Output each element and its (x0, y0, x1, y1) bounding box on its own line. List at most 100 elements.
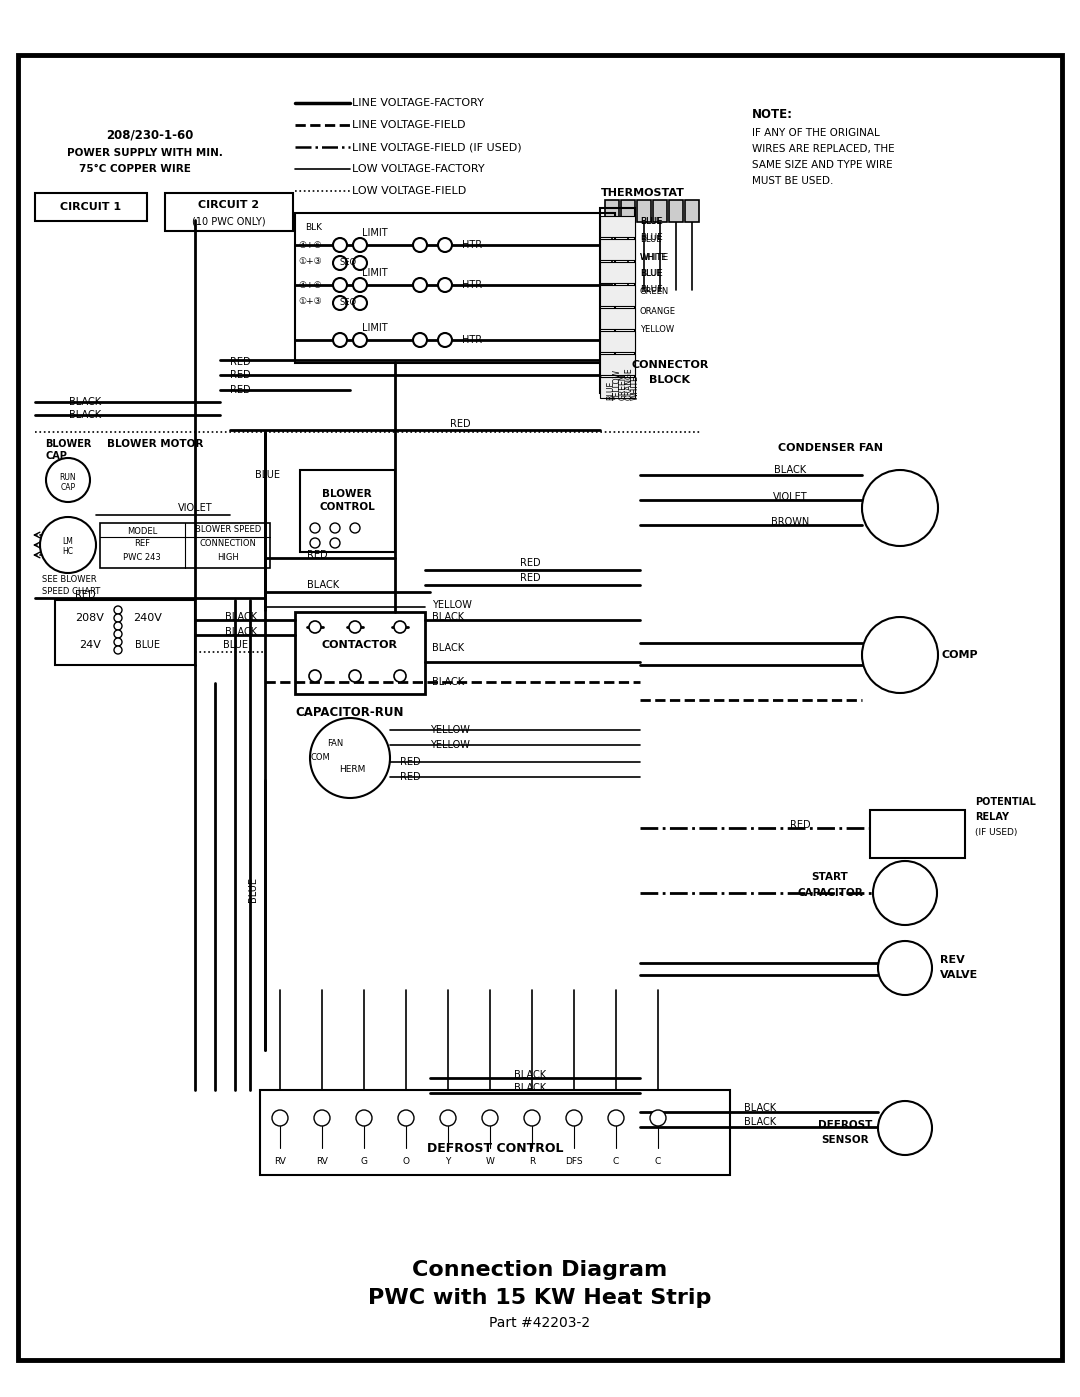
Text: CIRCUIT 1: CIRCUIT 1 (60, 203, 122, 212)
Text: FAN: FAN (327, 739, 343, 747)
Circle shape (413, 332, 427, 346)
Circle shape (114, 615, 122, 622)
Text: C: C (612, 1158, 619, 1166)
Circle shape (349, 622, 361, 633)
Bar (600, 208, 635, 393)
Text: WHITE: WHITE (640, 253, 667, 261)
Text: ORANGE: ORANGE (624, 367, 634, 400)
Circle shape (524, 1111, 540, 1126)
Circle shape (356, 1111, 372, 1126)
Text: LIMIT: LIMIT (362, 228, 388, 237)
Circle shape (438, 332, 453, 346)
Text: NOTE:: NOTE: (752, 109, 793, 122)
Text: BLUE: BLUE (640, 268, 663, 278)
Bar (300, 469, 395, 552)
Text: BLOWER: BLOWER (322, 489, 372, 499)
Text: CONTROL: CONTROL (319, 502, 375, 511)
Circle shape (482, 1111, 498, 1126)
Text: LINE VOLTAGE-FIELD (IF USED): LINE VOLTAGE-FIELD (IF USED) (352, 142, 522, 152)
Text: BLUE: BLUE (640, 233, 663, 243)
Text: BLOWER: BLOWER (45, 439, 92, 448)
Bar (605, 200, 619, 222)
Text: BLACK: BLACK (432, 612, 464, 622)
Text: CAPACITOR: CAPACITOR (797, 888, 863, 898)
Text: C: C (654, 1158, 661, 1166)
Text: RED: RED (519, 573, 540, 583)
Text: YELLOW: YELLOW (640, 326, 674, 334)
Text: BLACK: BLACK (744, 1104, 777, 1113)
Text: BLUE: BLUE (256, 469, 281, 481)
Text: 208/230-1-60: 208/230-1-60 (106, 129, 193, 141)
Bar (600, 353, 635, 374)
Text: 75°C COPPER WIRE: 75°C COPPER WIRE (79, 163, 191, 175)
Circle shape (566, 1111, 582, 1126)
Circle shape (114, 630, 122, 638)
Text: COM: COM (310, 753, 329, 763)
Text: ④+⑥: ④+⑥ (298, 240, 322, 250)
Bar (295, 212, 615, 363)
Bar (600, 307, 635, 330)
Text: CONNECTOR: CONNECTOR (632, 360, 708, 370)
Text: RV: RV (274, 1158, 286, 1166)
Circle shape (46, 458, 90, 502)
Text: BLUE: BLUE (248, 877, 258, 902)
Bar (600, 331, 635, 352)
Text: SPEED CHART: SPEED CHART (42, 587, 100, 595)
Text: CONNECTION: CONNECTION (200, 538, 256, 548)
Text: CONTACTOR: CONTACTOR (322, 640, 399, 650)
Bar (100, 522, 270, 569)
Text: ORANGE: ORANGE (640, 306, 676, 316)
Text: PWC with 15 KW Heat Strip: PWC with 15 KW Heat Strip (368, 1288, 712, 1308)
Text: DFS: DFS (565, 1158, 583, 1166)
Text: BLACK: BLACK (514, 1070, 546, 1080)
Text: Part #42203-2: Part #42203-2 (489, 1316, 591, 1330)
Text: LIMIT: LIMIT (362, 268, 388, 278)
Text: W: W (486, 1158, 495, 1166)
Circle shape (438, 237, 453, 251)
Text: BLUE: BLUE (607, 381, 616, 400)
Text: BLUE: BLUE (640, 218, 663, 226)
Circle shape (878, 1101, 932, 1155)
Text: BLUE: BLUE (640, 285, 663, 295)
Circle shape (330, 538, 340, 548)
Text: DEFROST CONTROL: DEFROST CONTROL (427, 1141, 564, 1154)
Text: RED: RED (400, 773, 420, 782)
Circle shape (394, 622, 406, 633)
Circle shape (272, 1111, 288, 1126)
Text: SEQ: SEQ (339, 299, 356, 307)
Text: VIOLET: VIOLET (178, 503, 213, 513)
Text: (10 PWC ONLY): (10 PWC ONLY) (192, 217, 266, 226)
Text: Y: Y (445, 1158, 450, 1166)
Text: CAP: CAP (60, 482, 76, 492)
Text: BLUE: BLUE (222, 640, 247, 650)
Text: POTENTIAL: POTENTIAL (975, 798, 1036, 807)
Circle shape (333, 296, 347, 310)
Text: 24V: 24V (79, 640, 100, 650)
Bar (669, 200, 683, 222)
Circle shape (353, 332, 367, 346)
Bar (600, 377, 635, 398)
Text: BLACK: BLACK (69, 397, 102, 407)
Text: BLOWER SPEED: BLOWER SPEED (194, 525, 261, 535)
Text: HERM: HERM (339, 766, 365, 774)
Text: GREEN: GREEN (619, 373, 627, 400)
Circle shape (333, 278, 347, 292)
Text: BLACK: BLACK (225, 627, 257, 637)
Text: SEQ: SEQ (339, 258, 356, 267)
Circle shape (310, 718, 390, 798)
Bar (600, 285, 635, 306)
Text: LOW VOLTAGE-FACTORY: LOW VOLTAGE-FACTORY (352, 163, 485, 175)
Bar (685, 200, 699, 222)
Bar (260, 1090, 730, 1175)
Text: REF: REF (134, 538, 150, 548)
Text: MUST BE USED.: MUST BE USED. (752, 176, 834, 186)
Text: YELLOW: YELLOW (430, 725, 470, 735)
Text: YELLOW: YELLOW (612, 369, 621, 400)
Circle shape (114, 638, 122, 645)
Text: BLACK: BLACK (225, 612, 257, 622)
Circle shape (310, 538, 320, 548)
Circle shape (349, 671, 361, 682)
Text: BLACK: BLACK (744, 1118, 777, 1127)
Circle shape (333, 256, 347, 270)
Circle shape (353, 296, 367, 310)
